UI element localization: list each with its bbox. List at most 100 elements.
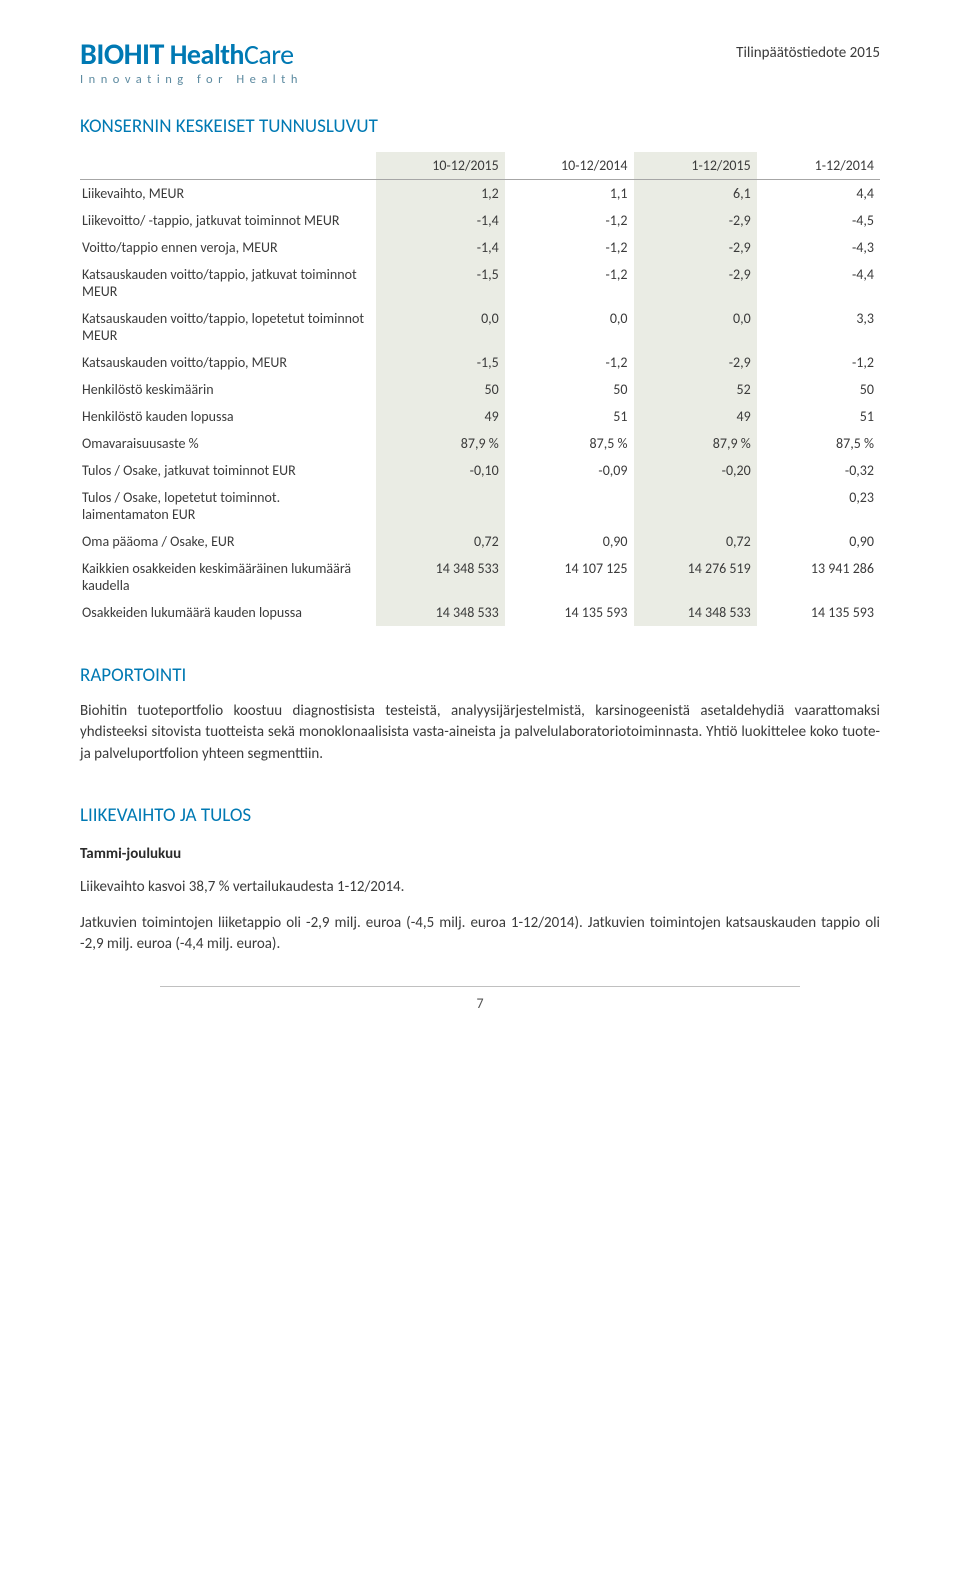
row-value: 0,72 <box>376 528 505 555</box>
row-label: Kaikkien osakkeiden keskimääräinen lukum… <box>80 555 376 599</box>
section-title-kpi: KONSERNIN KESKEISET TUNNUSLUVUT <box>80 115 880 138</box>
row-label: Tulos / Osake, lopetetut toiminnot. laim… <box>80 484 376 528</box>
row-value: 13 941 286 <box>757 555 880 599</box>
row-value: 1,2 <box>376 179 505 207</box>
row-value: -2,9 <box>634 234 757 261</box>
row-value: 50 <box>757 376 880 403</box>
kpi-col-header: 10-12/2015 <box>376 152 505 180</box>
row-label: Oma pääoma / Osake, EUR <box>80 528 376 555</box>
table-row: Liikevaihto, MEUR1,21,16,14,4 <box>80 179 880 207</box>
page-header: BIOHIT HealthCare Innovating for Health … <box>80 40 880 87</box>
row-value: -2,9 <box>634 261 757 305</box>
row-value: -1,4 <box>376 207 505 234</box>
row-value: 87,5 % <box>505 430 634 457</box>
row-label: Liikevoitto/ -tappio, jatkuvat toiminnot… <box>80 207 376 234</box>
table-row: Katsauskauden voitto/tappio, jatkuvat to… <box>80 261 880 305</box>
row-value: 0,0 <box>376 305 505 349</box>
row-label: Omavaraisuusaste % <box>80 430 376 457</box>
row-value: -2,9 <box>634 349 757 376</box>
row-value: -1,4 <box>376 234 505 261</box>
row-value: 0,0 <box>634 305 757 349</box>
table-row: Katsauskauden voitto/tappio, MEUR-1,5-1,… <box>80 349 880 376</box>
kpi-col-label <box>80 152 376 180</box>
row-value: -1,2 <box>505 207 634 234</box>
row-value: -1,2 <box>757 349 880 376</box>
row-value: 49 <box>376 403 505 430</box>
row-label: Osakkeiden lukumäärä kauden lopussa <box>80 599 376 626</box>
row-value: -2,9 <box>634 207 757 234</box>
row-value: 3,3 <box>757 305 880 349</box>
row-label: Tulos / Osake, jatkuvat toiminnot EUR <box>80 457 376 484</box>
kpi-col-header: 1-12/2014 <box>757 152 880 180</box>
row-label: Katsauskauden voitto/tappio, MEUR <box>80 349 376 376</box>
row-value: -1,5 <box>376 261 505 305</box>
row-value: -4,5 <box>757 207 880 234</box>
table-row: Tulos / Osake, lopetetut toiminnot. laim… <box>80 484 880 528</box>
row-value: -1,5 <box>376 349 505 376</box>
row-value: 0,0 <box>505 305 634 349</box>
table-row: Henkilöstö kauden lopussa49514951 <box>80 403 880 430</box>
row-value: -1,2 <box>505 234 634 261</box>
row-label: Henkilöstö kauden lopussa <box>80 403 376 430</box>
row-value <box>376 484 505 528</box>
report-title: Tilinpäätöstiedote 2015 <box>736 40 880 62</box>
table-row: Liikevoitto/ -tappio, jatkuvat toiminnot… <box>80 207 880 234</box>
row-value: 1,1 <box>505 179 634 207</box>
row-label: Henkilöstö keskimäärin <box>80 376 376 403</box>
kpi-col-header: 10-12/2014 <box>505 152 634 180</box>
row-value: -0,10 <box>376 457 505 484</box>
section-title-revenue: LIIKEVAIHTO JA TULOS <box>80 804 880 827</box>
row-value: -0,09 <box>505 457 634 484</box>
logo-word-health: Health <box>170 37 244 72</box>
row-value: 52 <box>634 376 757 403</box>
row-label: Katsauskauden voitto/tappio, lopetetut t… <box>80 305 376 349</box>
reporting-paragraph: Biohitin tuoteportfolio koostuu diagnost… <box>80 701 880 766</box>
kpi-col-header: 1-12/2015 <box>634 152 757 180</box>
row-value: 50 <box>505 376 634 403</box>
row-value <box>634 484 757 528</box>
row-value: 14 348 533 <box>376 555 505 599</box>
table-row: Kaikkien osakkeiden keskimääräinen lukum… <box>80 555 880 599</box>
row-value: 6,1 <box>634 179 757 207</box>
row-value: 51 <box>757 403 880 430</box>
row-value <box>505 484 634 528</box>
row-value: 14 348 533 <box>376 599 505 626</box>
table-row: Tulos / Osake, jatkuvat toiminnot EUR-0,… <box>80 457 880 484</box>
row-value: 14 276 519 <box>634 555 757 599</box>
logo-tagline: Innovating for Health <box>80 74 303 87</box>
row-value: -0,32 <box>757 457 880 484</box>
row-value: 87,9 % <box>634 430 757 457</box>
row-value: 14 135 593 <box>505 599 634 626</box>
kpi-table-body: Liikevaihto, MEUR1,21,16,14,4Liikevoitto… <box>80 179 880 626</box>
row-value: 14 107 125 <box>505 555 634 599</box>
row-value: 87,9 % <box>376 430 505 457</box>
row-value: 51 <box>505 403 634 430</box>
table-row: Omavaraisuusaste %87,9 %87,5 %87,9 %87,5… <box>80 430 880 457</box>
kpi-table: 10-12/201510-12/20141-12/20151-12/2014 L… <box>80 152 880 626</box>
row-value: -1,2 <box>505 349 634 376</box>
row-value: 0,23 <box>757 484 880 528</box>
row-label: Katsauskauden voitto/tappio, jatkuvat to… <box>80 261 376 305</box>
row-label: Voitto/tappio ennen veroja, MEUR <box>80 234 376 261</box>
logo-word-care: Care <box>244 37 294 72</box>
revenue-subheading: Tammi-joulukuu <box>80 845 880 863</box>
section-title-reporting: RAPORTOINTI <box>80 664 880 687</box>
row-value: 0,90 <box>505 528 634 555</box>
table-row: Voitto/tappio ennen veroja, MEUR-1,4-1,2… <box>80 234 880 261</box>
row-value: 14 348 533 <box>634 599 757 626</box>
kpi-table-head: 10-12/201510-12/20141-12/20151-12/2014 <box>80 152 880 180</box>
table-row: Oma pääoma / Osake, EUR0,720,900,720,90 <box>80 528 880 555</box>
row-value: 0,90 <box>757 528 880 555</box>
row-value: 14 135 593 <box>757 599 880 626</box>
logo-word-biohit: BIOHIT <box>80 36 164 73</box>
page-number: 7 <box>160 986 800 1012</box>
table-row: Katsauskauden voitto/tappio, lopetetut t… <box>80 305 880 349</box>
revenue-para-2: Jatkuvien toimintojen liiketappio oli -2… <box>80 913 880 957</box>
row-value: 4,4 <box>757 179 880 207</box>
row-value: -4,4 <box>757 261 880 305</box>
row-value: -1,2 <box>505 261 634 305</box>
row-label: Liikevaihto, MEUR <box>80 179 376 207</box>
logo: BIOHIT HealthCare Innovating for Health <box>80 40 303 87</box>
revenue-para-1: Liikevaihto kasvoi 38,7 % vertailukaudes… <box>80 877 880 899</box>
logo-main: BIOHIT HealthCare <box>80 40 303 70</box>
